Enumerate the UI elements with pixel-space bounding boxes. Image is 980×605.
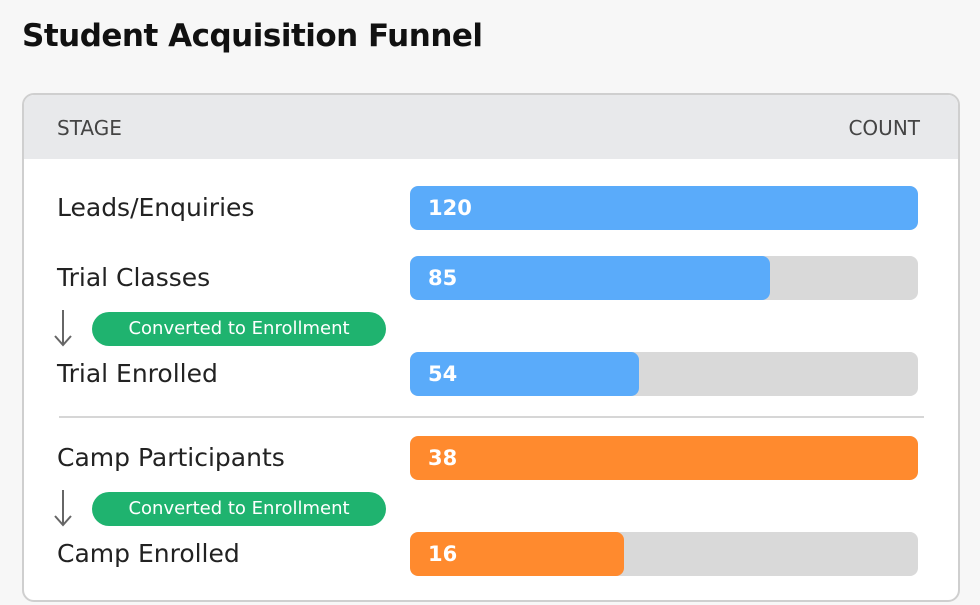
bar-track: 38 — [410, 436, 918, 480]
bar: 38 — [410, 436, 918, 480]
count-label: 38 — [428, 446, 458, 470]
arrow-svg — [54, 490, 72, 527]
stage-label: Leads/Enquiries — [57, 193, 255, 222]
bar-track: 16 — [410, 532, 918, 576]
bar: 85 — [410, 256, 770, 300]
bar-track: 85 — [410, 256, 918, 300]
stage-label: Trial Classes — [57, 263, 211, 292]
bar: 16 — [410, 532, 624, 576]
column-header: STAGE — [57, 116, 122, 140]
count-label: 16 — [428, 542, 458, 566]
count-label: 54 — [428, 362, 458, 386]
conversion-badge: Converted to Enrollment — [92, 312, 386, 346]
bar-track: 120 — [410, 186, 918, 230]
funnel-card: STAGE COUNT Leads/Enquiries 120 Trial Clas… — [22, 93, 960, 602]
conversion-badge: Converted to Enrollment — [92, 492, 386, 526]
bar: 120 — [410, 186, 918, 230]
stage-label: Camp Enrolled — [57, 539, 240, 568]
title: Student Acquisition Funnel — [22, 18, 483, 54]
column-header: COUNT — [848, 116, 920, 140]
count-label: 120 — [428, 196, 472, 220]
divider — [59, 416, 924, 418]
arrow-svg — [54, 310, 72, 347]
bar-track: 54 — [410, 352, 918, 396]
stage-label: Trial Enrolled — [57, 359, 218, 388]
arrow-icon — [52, 308, 74, 348]
arrow-icon — [52, 488, 74, 528]
stage-label: Camp Participants — [57, 443, 285, 472]
bar: 54 — [410, 352, 639, 396]
table-header: STAGE COUNT — [24, 95, 958, 159]
count-label: 85 — [428, 266, 458, 290]
